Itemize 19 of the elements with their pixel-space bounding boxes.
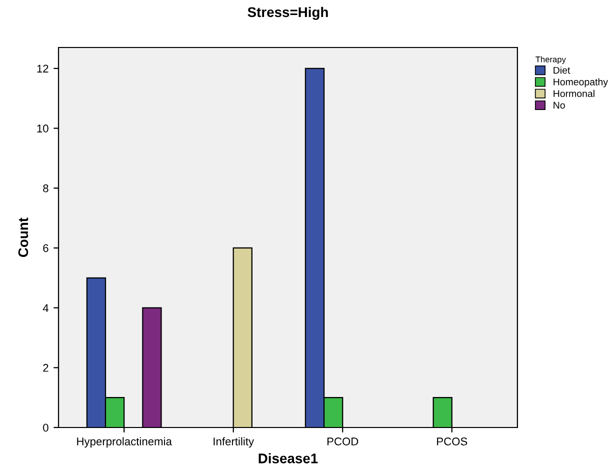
y-tick-label: 6 [43, 244, 48, 252]
x-tick-label: Infertility [214, 437, 254, 448]
x-tick-label: PCOS [437, 438, 468, 446]
legend-label: Hormonal [554, 90, 594, 98]
chart-title: Stress=High [248, 6, 328, 20]
legend-label: Diet [554, 66, 570, 74]
y-tick-label: 10 [37, 124, 48, 132]
y-axis-title: Count [18, 218, 28, 257]
legend-label: No [554, 102, 565, 109]
x-tick-label: Hyperprolactinemia [77, 437, 172, 448]
y-tick-label: 0 [43, 424, 48, 432]
x-tick-label: PCOD [327, 438, 358, 446]
legend-title: Therapy [536, 56, 566, 64]
y-tick-label: 8 [43, 184, 48, 192]
y-tick-label: 12 [37, 64, 48, 72]
x-axis-title: Disease1 [258, 453, 318, 464]
y-tick-label: 2 [43, 364, 48, 372]
y-tick-label: 4 [42, 304, 48, 312]
legend-label: Homeopathy [554, 78, 608, 88]
